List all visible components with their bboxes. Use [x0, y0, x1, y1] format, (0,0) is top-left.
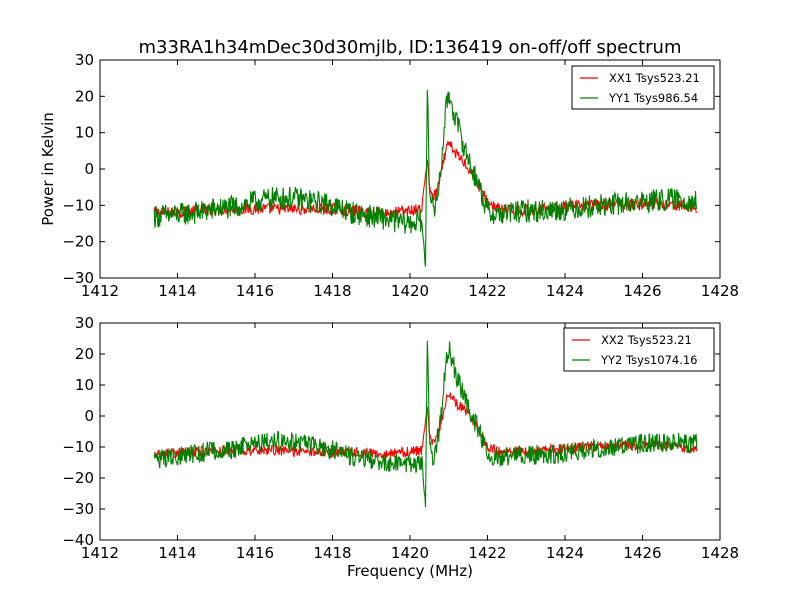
y-tick-label: 20: [75, 345, 94, 363]
x-axis-label: Frequency (MHz): [347, 562, 473, 580]
y-tick-label: −30: [62, 500, 94, 518]
x-tick-label: 1412: [81, 282, 119, 300]
x-tick-label: 1422: [468, 282, 506, 300]
x-tick-label: 1418: [313, 282, 351, 300]
series-line-yy: [153, 340, 698, 508]
x-tick-label: 1424: [546, 282, 584, 300]
y-tick-label: 10: [75, 376, 94, 394]
y-tick-label: −40: [62, 531, 94, 549]
y-tick-label: 0: [84, 160, 94, 178]
legend-box: [563, 327, 715, 372]
chart-title: m33RA1h34mDec30d30mjlb, ID:136419 on-off…: [138, 37, 681, 58]
y-axis-label: Power in Kelvin: [39, 112, 57, 226]
legend: XX1 Tsys523.21 YY1 Tsys986.54: [571, 65, 715, 110]
x-tick-label: 1422: [468, 544, 506, 562]
x-tick-label: 1416: [236, 282, 274, 300]
x-tick-label: 1414: [158, 544, 196, 562]
x-tick-label: 1426: [623, 282, 661, 300]
bottom-spectrum-panel: 1412 1414 1416 1418 1420 1422 1424 1426 1428 30 20…: [62, 314, 739, 562]
y-tick-label: 0: [84, 407, 94, 425]
legend-label: XX2 Tsys523.21: [601, 333, 692, 347]
x-tick-label: 1426: [623, 544, 661, 562]
x-tick-label: 1412: [81, 544, 119, 562]
top-spectrum-panel: 1412 1414 1416 1418 1420 1422 1424 1426 1428 30 20…: [62, 51, 739, 300]
y-tick-label: −30: [62, 269, 94, 287]
x-tick-label: 1420: [391, 282, 429, 300]
series-line-yy: [153, 89, 698, 267]
y-tick-label: 20: [75, 87, 94, 105]
x-tick-label: 1428: [701, 282, 739, 300]
legend-label: YY1 Tsys986.54: [608, 91, 698, 105]
legend: XX2 Tsys523.21 YY2 Tsys1074.16: [563, 327, 715, 372]
y-tick-label: −20: [62, 233, 94, 251]
x-tick-label: 1428: [701, 544, 739, 562]
y-tick-label: −20: [62, 469, 94, 487]
y-tick-label: −10: [62, 196, 94, 214]
legend-label: YY2 Tsys1074.16: [600, 353, 698, 367]
y-tick-label: −10: [62, 438, 94, 456]
x-tick-label: 1424: [546, 544, 584, 562]
legend-box: [571, 65, 715, 110]
y-tick-label: 10: [75, 124, 94, 142]
y-tick-label: 30: [75, 51, 94, 69]
y-tick-label: 30: [75, 314, 94, 332]
x-tick-label: 1418: [313, 544, 351, 562]
x-tick-label: 1420: [391, 544, 429, 562]
x-tick-label: 1414: [158, 282, 196, 300]
x-tick-label: 1416: [236, 544, 274, 562]
legend-label: XX1 Tsys523.21: [609, 71, 700, 85]
